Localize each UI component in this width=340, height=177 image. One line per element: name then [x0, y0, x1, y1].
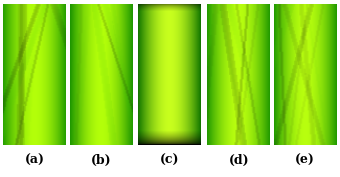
Text: (d): (d)	[228, 154, 249, 167]
Text: (c): (c)	[159, 154, 179, 167]
Text: (b): (b)	[91, 154, 112, 167]
Text: (e): (e)	[295, 154, 315, 167]
Text: (a): (a)	[25, 154, 45, 167]
